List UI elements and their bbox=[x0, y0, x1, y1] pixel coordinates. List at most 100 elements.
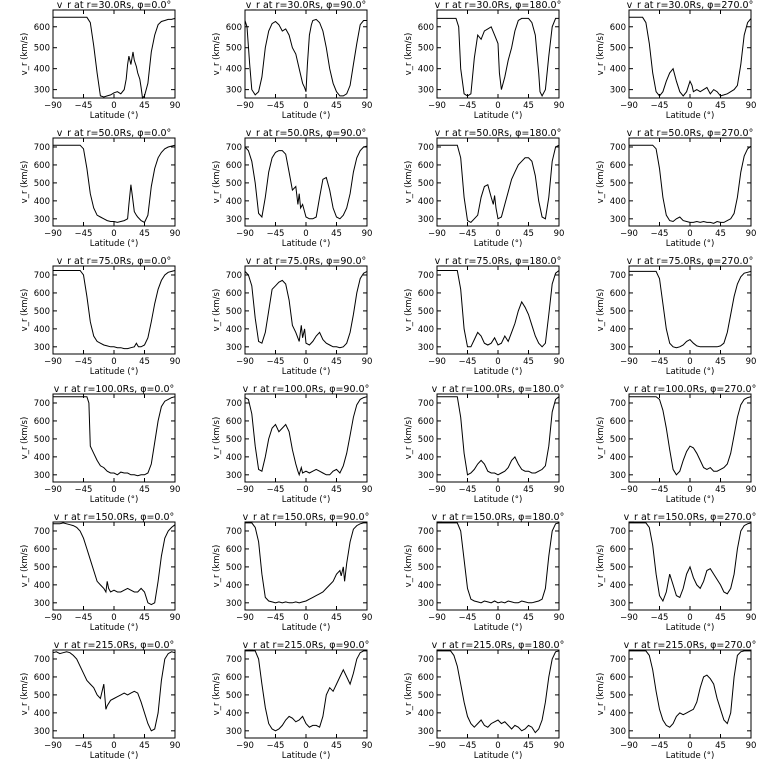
y-tick-label: 300 bbox=[226, 343, 242, 353]
x-tick-label: 0 bbox=[495, 613, 500, 623]
y-tick-label: 600 bbox=[34, 673, 50, 683]
x-tick-label: 90 bbox=[170, 485, 181, 495]
chart-svg: v_r at r=150.0Rs, φ=90.0° −90 −45 0 45 90 300 4… bbox=[212, 512, 372, 633]
y-axis-label: v_r (km/s) bbox=[596, 673, 606, 716]
y-axis-label: v_r (km/s) bbox=[212, 33, 222, 76]
x-tick-label: −90 bbox=[236, 357, 254, 367]
chart-title: v_r at r=75.0Rs, φ=0.0° bbox=[57, 256, 172, 267]
x-tick-label: 0 bbox=[111, 741, 116, 751]
y-tick-label: 400 bbox=[418, 65, 434, 75]
y-tick-label: 400 bbox=[610, 325, 626, 335]
y-tick-label: 400 bbox=[226, 197, 242, 207]
y-tick-label: 400 bbox=[34, 581, 50, 591]
y-tick-label: 700 bbox=[226, 655, 242, 665]
x-tick-label: −90 bbox=[44, 485, 62, 495]
y-axis-label: v_r (km/s) bbox=[596, 289, 606, 332]
x-tick-label: −45 bbox=[267, 357, 285, 367]
series-line bbox=[629, 270, 752, 349]
x-axis-label: Latitude (°) bbox=[282, 367, 331, 377]
x-axis-label: Latitude (°) bbox=[282, 239, 331, 249]
x-tick-label: 0 bbox=[303, 229, 308, 239]
y-tick-label: 600 bbox=[226, 23, 242, 33]
x-tick-label: −90 bbox=[428, 741, 446, 751]
y-tick-label: 300 bbox=[34, 215, 50, 225]
y-tick-label: 400 bbox=[610, 65, 626, 75]
x-tick-label: −45 bbox=[75, 229, 93, 239]
x-tick-label: 45 bbox=[523, 741, 534, 751]
x-tick-label: 90 bbox=[554, 101, 565, 111]
y-tick-label: 600 bbox=[418, 23, 434, 33]
x-tick-label: 0 bbox=[111, 229, 116, 239]
y-tick-label: 300 bbox=[226, 215, 242, 225]
x-tick-label: 90 bbox=[746, 101, 757, 111]
y-tick-label: 500 bbox=[418, 179, 434, 189]
chart-svg: v_r at r=150.0Rs, φ=0.0° −90 −45 0 45 90 300 40… bbox=[20, 512, 180, 633]
x-tick-label: 45 bbox=[523, 485, 534, 495]
plot-frame bbox=[244, 393, 368, 483]
chart-svg: v_r at r=50.0Rs, φ=0.0° −90 −45 0 45 90 300 400… bbox=[20, 128, 180, 249]
chart-panel: v_r at r=75.0Rs, φ=270.0° −90 −45 0 45 90 300 4… bbox=[576, 256, 768, 384]
y-tick-label: 600 bbox=[418, 545, 434, 555]
x-tick-label: −45 bbox=[459, 613, 477, 623]
x-tick-label: 45 bbox=[523, 357, 534, 367]
y-tick-label: 600 bbox=[418, 289, 434, 299]
y-tick-label: 400 bbox=[610, 709, 626, 719]
x-axis-label: Latitude (°) bbox=[666, 495, 715, 505]
x-tick-label: 0 bbox=[111, 101, 116, 111]
y-tick-label: 600 bbox=[418, 673, 434, 683]
x-tick-label: 45 bbox=[523, 613, 534, 623]
chart-panel: v_r at r=50.0Rs, φ=0.0° −90 −45 0 45 90 300 400… bbox=[0, 128, 192, 256]
chart-title: v_r at r=50.0Rs, φ=0.0° bbox=[57, 128, 172, 139]
y-tick-label: 500 bbox=[34, 44, 50, 54]
x-tick-label: −90 bbox=[428, 101, 446, 111]
chart-title: v_r at r=100.0Rs, φ=0.0° bbox=[54, 384, 175, 395]
chart-panel: v_r at r=215.0Rs, φ=90.0° −90 −45 0 45 90 300 4… bbox=[192, 640, 384, 768]
y-tick-label: 500 bbox=[34, 563, 50, 573]
chart-svg: v_r at r=50.0Rs, φ=270.0° −90 −45 0 45 90 300 4… bbox=[596, 128, 756, 249]
chart-title: v_r at r=100.0Rs, φ=90.0° bbox=[243, 384, 370, 395]
y-tick-label: 400 bbox=[610, 453, 626, 463]
y-tick-label: 300 bbox=[34, 727, 50, 737]
chart-svg: v_r at r=75.0Rs, φ=0.0° −90 −45 0 45 90 300 400… bbox=[20, 256, 180, 377]
series-line bbox=[244, 270, 368, 349]
y-tick-label: 500 bbox=[610, 44, 626, 54]
x-tick-label: 45 bbox=[715, 613, 726, 623]
y-tick-label: 300 bbox=[34, 86, 50, 96]
chart-title: v_r at r=50.0Rs, φ=180.0° bbox=[435, 128, 562, 139]
chart-panel: v_r at r=50.0Rs, φ=180.0° −90 −45 0 45 90 300 4… bbox=[384, 128, 576, 256]
y-tick-label: 700 bbox=[418, 655, 434, 665]
x-tick-label: −90 bbox=[620, 613, 638, 623]
x-axis-label: Latitude (°) bbox=[90, 367, 139, 377]
y-axis-label: v_r (km/s) bbox=[404, 673, 414, 716]
y-tick-label: 500 bbox=[610, 307, 626, 317]
x-tick-label: 0 bbox=[303, 101, 308, 111]
plot-frame bbox=[52, 137, 176, 227]
x-tick-label: −45 bbox=[267, 229, 285, 239]
y-tick-label: 600 bbox=[34, 545, 50, 555]
chart-svg: v_r at r=215.0Rs, φ=0.0° −90 −45 0 45 90 300 40… bbox=[20, 640, 180, 761]
chart-svg: v_r at r=100.0Rs, φ=90.0° −90 −45 0 45 90 300 4… bbox=[212, 384, 372, 505]
y-tick-label: 700 bbox=[34, 655, 50, 665]
x-tick-label: −90 bbox=[44, 101, 62, 111]
y-tick-label: 700 bbox=[34, 271, 50, 281]
x-axis-label: Latitude (°) bbox=[474, 111, 523, 121]
x-tick-label: −45 bbox=[651, 741, 669, 751]
chart-panel: v_r at r=150.0Rs, φ=0.0° −90 −45 0 45 90 300 40… bbox=[0, 512, 192, 640]
y-axis-label: v_r (km/s) bbox=[404, 545, 414, 588]
x-axis-label: Latitude (°) bbox=[666, 623, 715, 633]
x-tick-label: 90 bbox=[746, 485, 757, 495]
x-tick-label: 90 bbox=[746, 613, 757, 623]
y-axis-label: v_r (km/s) bbox=[404, 161, 414, 204]
chart-panel: v_r at r=75.0Rs, φ=0.0° −90 −45 0 45 90 300 400… bbox=[0, 256, 192, 384]
chart-svg: v_r at r=215.0Rs, φ=270.0° −90 −45 0 45 90 300… bbox=[596, 640, 756, 761]
y-tick-label: 500 bbox=[226, 44, 242, 54]
x-tick-label: 0 bbox=[303, 357, 308, 367]
y-axis-label: v_r (km/s) bbox=[20, 545, 30, 588]
y-tick-label: 500 bbox=[226, 691, 242, 701]
series-line bbox=[244, 396, 368, 477]
y-tick-label: 600 bbox=[34, 23, 50, 33]
x-tick-label: −45 bbox=[651, 101, 669, 111]
x-tick-label: −45 bbox=[75, 101, 93, 111]
y-axis-label: v_r (km/s) bbox=[212, 289, 222, 332]
x-axis-label: Latitude (°) bbox=[666, 751, 715, 761]
